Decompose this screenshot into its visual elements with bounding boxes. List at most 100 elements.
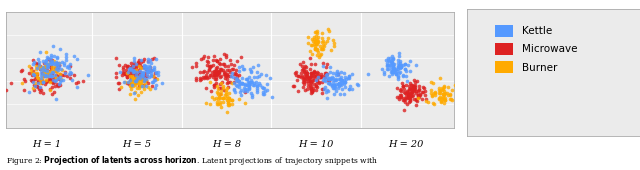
Point <box>138 85 148 88</box>
Point <box>27 71 37 74</box>
Point <box>232 77 243 80</box>
Point <box>309 75 319 78</box>
Point <box>409 98 419 101</box>
Point <box>310 62 321 65</box>
Point <box>58 79 68 81</box>
Point <box>55 76 65 79</box>
Point <box>51 68 61 71</box>
Point <box>219 63 229 66</box>
Point <box>201 102 211 105</box>
Point <box>131 81 141 84</box>
Point <box>304 76 314 79</box>
Point <box>226 75 236 78</box>
Point <box>417 97 427 100</box>
Point <box>399 99 409 101</box>
Point <box>223 65 233 68</box>
Point <box>326 78 336 80</box>
Point <box>265 76 275 79</box>
Point <box>212 60 222 62</box>
Point <box>296 71 306 74</box>
Point <box>34 64 44 66</box>
Point <box>218 88 228 91</box>
Point <box>49 54 60 57</box>
Point <box>134 85 144 88</box>
Point <box>428 102 438 104</box>
Point <box>44 78 54 81</box>
Point <box>129 65 139 68</box>
Point <box>309 75 319 78</box>
Point <box>145 70 155 73</box>
Point <box>227 82 237 84</box>
Point <box>292 90 303 93</box>
Point <box>311 84 321 87</box>
Point <box>307 90 317 92</box>
Point <box>45 53 56 56</box>
Point <box>303 36 313 38</box>
Point <box>220 77 230 80</box>
Point <box>47 61 57 64</box>
Point <box>45 69 56 72</box>
Point <box>37 81 47 84</box>
Point <box>308 39 319 42</box>
Point <box>252 85 262 88</box>
Point <box>213 91 223 94</box>
Point <box>313 51 323 54</box>
Point <box>143 61 153 64</box>
Point <box>215 63 225 65</box>
Point <box>435 89 445 92</box>
Point <box>40 69 50 72</box>
Point <box>211 96 221 99</box>
Point <box>212 72 223 75</box>
Text: H = 1: H = 1 <box>33 140 61 149</box>
Point <box>31 65 41 68</box>
Point <box>36 77 47 79</box>
Point <box>403 91 413 94</box>
Point <box>60 70 70 73</box>
Point <box>127 79 137 82</box>
Point <box>131 75 141 78</box>
Point <box>134 70 145 73</box>
Point <box>332 70 342 73</box>
Point <box>144 67 154 69</box>
Point <box>132 78 142 81</box>
Point <box>388 71 398 74</box>
Point <box>318 47 328 50</box>
Point <box>311 48 321 50</box>
Point <box>120 73 131 75</box>
Point <box>305 79 316 81</box>
Point <box>400 68 410 70</box>
Point <box>222 82 232 85</box>
Point <box>139 76 149 79</box>
Text: Figure 2: $\bf{Projection\ of\ latents\ across\ horizon}$. Latent projections of: Figure 2: $\bf{Projection\ of\ latents\ … <box>6 154 379 167</box>
Point <box>254 82 264 85</box>
Point <box>256 72 266 75</box>
Point <box>26 67 36 69</box>
Point <box>134 70 145 73</box>
Point <box>139 63 149 66</box>
Point <box>145 69 155 72</box>
Point <box>409 78 419 81</box>
Point <box>331 72 341 74</box>
Point <box>328 77 338 80</box>
Point <box>300 82 310 85</box>
Point <box>259 87 269 90</box>
Point <box>208 64 218 67</box>
Point <box>333 72 343 75</box>
Point <box>114 82 124 85</box>
Point <box>126 83 136 86</box>
Point <box>209 98 220 100</box>
Point <box>125 76 136 79</box>
Point <box>224 69 234 71</box>
Point <box>313 40 323 43</box>
Point <box>345 84 355 87</box>
Point <box>29 61 39 64</box>
Point <box>323 30 333 32</box>
Point <box>312 54 323 57</box>
Point <box>31 84 41 87</box>
Point <box>221 55 231 58</box>
Point <box>398 84 408 87</box>
Point <box>336 79 346 81</box>
Point <box>312 40 322 43</box>
Point <box>297 69 307 72</box>
Point <box>47 78 57 80</box>
